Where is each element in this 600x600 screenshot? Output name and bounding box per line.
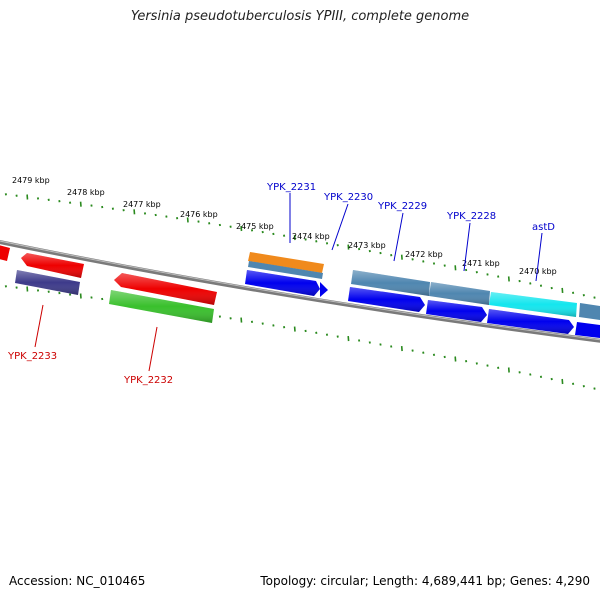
ruler-label: 2475 kbp (236, 222, 274, 231)
ruler-label: 2471 kbp (462, 259, 500, 268)
ruler-label: 2470 kbp (519, 267, 557, 276)
genome-backbone-highlight (0, 240, 600, 341)
gene-label[interactable]: YPK_2232 (123, 375, 173, 386)
gene-label[interactable]: YPK_2228 (446, 211, 496, 222)
accession-text: Accession: NC_010465 (9, 574, 146, 588)
gene-feature-orange[interactable] (248, 252, 324, 273)
gene-arrow-cds[interactable] (245, 270, 320, 296)
genome-backbone (0, 240, 600, 343)
gene-arrow-cds[interactable] (21, 253, 84, 278)
gene-feature-steelblue[interactable] (351, 270, 430, 296)
forward-features (245, 252, 600, 338)
gene-feature-green[interactable] (109, 290, 214, 323)
ruler-label: 2476 kbp (180, 210, 218, 219)
ruler-label: 2472 kbp (405, 250, 443, 259)
forward-label-leaders (289, 193, 543, 282)
gene-label[interactable]: YPK_2231 (266, 182, 316, 193)
gene-arrow-cds[interactable] (348, 287, 425, 312)
ruler-label: 2473 kbp (348, 241, 386, 250)
reverse-label-leaders (34, 304, 158, 372)
gene-arrow-cds[interactable] (487, 309, 574, 334)
gene-arrow-cds[interactable] (426, 300, 487, 322)
gene-arrow-cds[interactable] (114, 273, 217, 305)
gene-arrow-cds[interactable] (0, 244, 10, 261)
gene-arrow-cds[interactable] (320, 282, 328, 297)
reverse-features (0, 244, 217, 323)
gene-feature-cyan[interactable] (489, 292, 577, 317)
gene-label[interactable]: YPK_2230 (323, 192, 373, 203)
gene-label[interactable]: astD (532, 222, 555, 233)
gene-feature-steelblue[interactable] (579, 303, 600, 320)
ruler-labels: 2479 kbp 2478 kbp 2477 kbp 2476 kbp 2475… (12, 176, 557, 276)
gene-label[interactable]: YPK_2233 (7, 351, 57, 362)
reverse-gene-labels: YPK_2233 YPK_2232 (7, 351, 173, 386)
gene-feature-purple[interactable] (15, 270, 80, 295)
ruler-label: 2474 kbp (292, 232, 330, 241)
outer-ruler (4, 193, 596, 299)
ruler-label: 2477 kbp (123, 200, 161, 209)
forward-gene-labels: YPK_2231 YPK_2230 YPK_2229 YPK_2228 astD (266, 182, 555, 233)
gene-feature-steelblue[interactable] (248, 261, 323, 279)
topology-text: Topology: circular; Length: 4,689,441 bp… (260, 574, 590, 588)
ruler-label: 2478 kbp (67, 188, 105, 197)
gene-label[interactable]: YPK_2229 (377, 201, 427, 212)
map-title: Yersinia pseudotuberculosis YPIII, compl… (130, 9, 470, 24)
gene-arrow-cds[interactable] (575, 322, 600, 338)
gene-feature-steelblue[interactable] (429, 282, 490, 305)
ruler-label: 2479 kbp (12, 176, 50, 185)
